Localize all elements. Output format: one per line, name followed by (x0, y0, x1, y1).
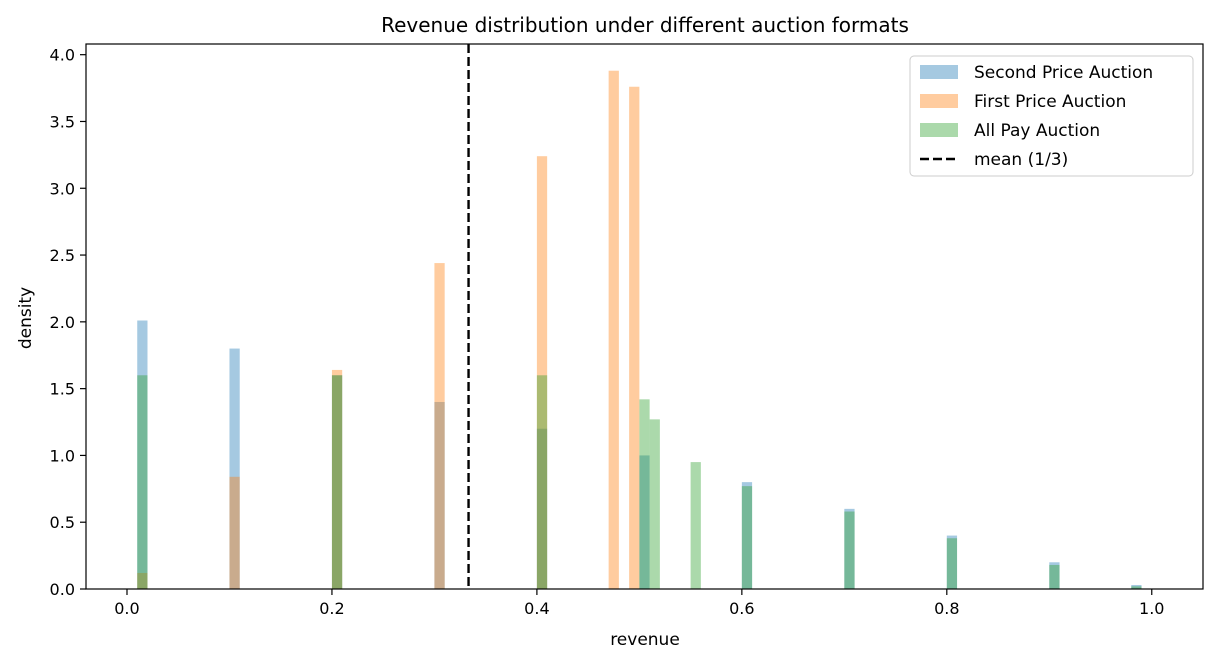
histogram-bar (741, 482, 753, 589)
histogram-bar (331, 375, 343, 589)
y-tick-label: 1.5 (50, 380, 75, 399)
y-tick-label: 3.0 (50, 179, 75, 198)
histogram-bar (629, 86, 640, 590)
histogram-bar (229, 476, 240, 589)
legend-swatch (920, 94, 958, 108)
series-0 (137, 320, 1142, 589)
series-1 (137, 70, 640, 590)
histogram-bar (690, 462, 701, 589)
histogram-bar (639, 455, 650, 589)
legend-label: First Price Auction (974, 92, 1126, 112)
x-tick-label: 0.8 (934, 599, 959, 618)
y-axis-label: density (16, 287, 36, 349)
y-tick-label: 1.0 (50, 446, 75, 465)
histogram-bar (331, 369, 343, 589)
histogram-bar (946, 535, 958, 589)
histogram-bar (608, 70, 619, 589)
histogram-bar (137, 375, 148, 589)
chart-title: Revenue distribution under different auc… (381, 13, 909, 37)
histogram-bar (331, 375, 343, 589)
legend-box (909, 55, 1194, 177)
bars-layer (137, 70, 1142, 590)
histogram-bar (536, 156, 548, 590)
histogram-bar (639, 399, 650, 589)
y-tick-label: 4.0 (50, 46, 75, 65)
histogram-bar (649, 419, 660, 589)
histogram-bar (844, 511, 855, 589)
x-tick-label: 0.0 (114, 599, 139, 618)
y-tick-label: 2.0 (50, 313, 75, 332)
y-tick-label: 3.5 (50, 112, 75, 131)
series-2 (137, 375, 1142, 589)
x-tick-label: 0.6 (729, 599, 754, 618)
histogram-bar (536, 375, 548, 589)
legend-swatch (920, 65, 958, 79)
histogram-bar (434, 401, 445, 589)
histogram-bar (536, 428, 548, 589)
x-tick-label: 0.4 (524, 599, 549, 618)
histogram-bar (1049, 564, 1060, 589)
x-axis-ticks: 0.0 0.2 0.4 0.6 0.8 1.0 (114, 589, 1164, 618)
legend-swatch (920, 123, 958, 137)
legend-label: mean (1/3) (974, 150, 1068, 170)
histogram-bar (137, 572, 148, 589)
legend: Second Price Auction First Price Auction A… (909, 55, 1194, 177)
histogram-bar (137, 320, 148, 589)
x-tick-label: 1.0 (1139, 599, 1164, 618)
histogram-bar (741, 486, 753, 589)
x-axis-label: revenue (610, 630, 680, 650)
x-tick-label: 0.2 (319, 599, 344, 618)
y-tick-label: 0.0 (50, 580, 75, 599)
plot-frame (85, 43, 1204, 590)
histogram-bar (1049, 562, 1060, 589)
legend-label: Second Price Auction (974, 63, 1153, 83)
y-tick-label: 2.5 (50, 246, 75, 265)
histogram-bar (1131, 584, 1142, 589)
histogram-bar (1131, 586, 1142, 589)
y-tick-label: 0.5 (50, 513, 75, 532)
histogram-bar (844, 508, 855, 589)
legend-label: All Pay Auction (974, 121, 1100, 141)
histogram-bar (229, 348, 240, 589)
histogram-bar (434, 263, 445, 589)
histogram-bar (946, 538, 958, 589)
y-axis-ticks: 0.0 0.5 1.0 1.5 2.0 2.5 3.0 3.5 4.0 (50, 46, 86, 599)
